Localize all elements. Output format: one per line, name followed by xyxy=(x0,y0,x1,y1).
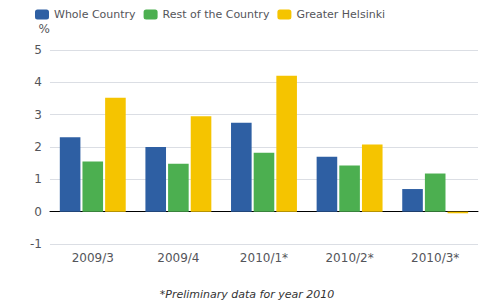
svg-text:2010/2*: 2010/2* xyxy=(325,251,373,265)
svg-text:*Preliminary data for year 201: *Preliminary data for year 2010 xyxy=(160,288,334,301)
svg-text:1: 1 xyxy=(34,172,42,186)
svg-text:Rest of the Country: Rest of the Country xyxy=(163,8,270,21)
svg-text:-1: -1 xyxy=(30,237,42,251)
svg-text:3: 3 xyxy=(34,108,42,122)
svg-text:%: % xyxy=(39,22,50,36)
svg-text:2010/1*: 2010/1* xyxy=(240,251,288,265)
svg-text:2: 2 xyxy=(34,140,42,154)
svg-text:2010/3*: 2010/3* xyxy=(411,251,459,265)
svg-text:Whole Country: Whole Country xyxy=(54,8,136,21)
svg-text:5: 5 xyxy=(34,43,42,57)
svg-text:2009/3: 2009/3 xyxy=(72,251,114,265)
svg-text:0: 0 xyxy=(34,205,42,219)
svg-text:Greater Helsinki: Greater Helsinki xyxy=(296,8,385,21)
svg-text:2009/4: 2009/4 xyxy=(157,251,199,265)
svg-text:4: 4 xyxy=(34,75,42,89)
